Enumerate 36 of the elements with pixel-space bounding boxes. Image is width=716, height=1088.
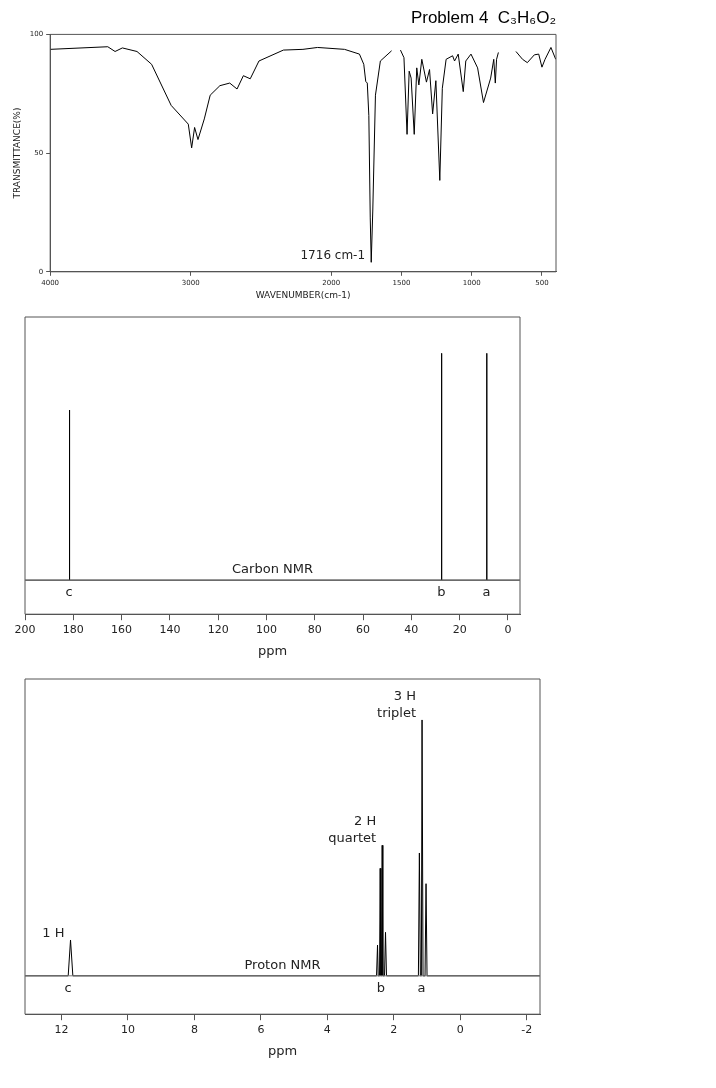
x-tick-label: 0 bbox=[504, 622, 512, 636]
x-axis-title: ppm bbox=[267, 1042, 298, 1058]
x-tick-label: 60 bbox=[356, 622, 371, 636]
x-tick-label: 40 bbox=[404, 622, 419, 636]
annotation: 2 H quartet bbox=[328, 813, 377, 846]
x-tick-label: 12 bbox=[54, 1022, 69, 1036]
x-tick-label: -2 bbox=[521, 1022, 533, 1036]
annotation: Proton NMR bbox=[244, 956, 321, 972]
x-tick-label: 140 bbox=[159, 622, 181, 636]
annotation: b bbox=[437, 584, 446, 600]
annotation: b bbox=[376, 979, 385, 995]
x-axis-title: ppm bbox=[257, 642, 288, 658]
x-tick-label: 200 bbox=[14, 622, 36, 636]
x-tick-label: 8 bbox=[190, 1022, 198, 1036]
x-tick-label: 120 bbox=[207, 622, 229, 636]
annotation: 3 H triplet bbox=[377, 687, 417, 720]
annotation: a bbox=[417, 979, 426, 995]
chart-title: Problem 4 C₃H₆O₂ bbox=[410, 7, 556, 27]
x-tick-label: 6 bbox=[257, 1022, 265, 1036]
x-tick-label: 2 bbox=[390, 1022, 398, 1036]
x-tick-label: 180 bbox=[62, 622, 84, 636]
x-tick-label: 80 bbox=[307, 622, 322, 636]
annotation: 1716 cm-1 bbox=[300, 248, 366, 263]
x-tick-label: 4 bbox=[323, 1022, 331, 1036]
x-tick-label: 20 bbox=[452, 622, 467, 636]
annotation: Carbon NMR bbox=[232, 561, 313, 577]
x-tick-label: 10 bbox=[121, 1022, 135, 1036]
annotation: a bbox=[482, 584, 491, 600]
annotation: c bbox=[65, 584, 73, 600]
x-tick-label: 100 bbox=[255, 622, 277, 636]
annotation: c bbox=[64, 979, 72, 995]
x-axis-title: WAVENUMBER(cm-1) bbox=[255, 289, 351, 300]
annotation: 1 H bbox=[42, 924, 65, 940]
x-tick-label: 0 bbox=[456, 1022, 464, 1036]
y-axis-title: TRANSMITTANCE(%) bbox=[11, 107, 22, 200]
x-tick-label: 160 bbox=[111, 622, 133, 636]
